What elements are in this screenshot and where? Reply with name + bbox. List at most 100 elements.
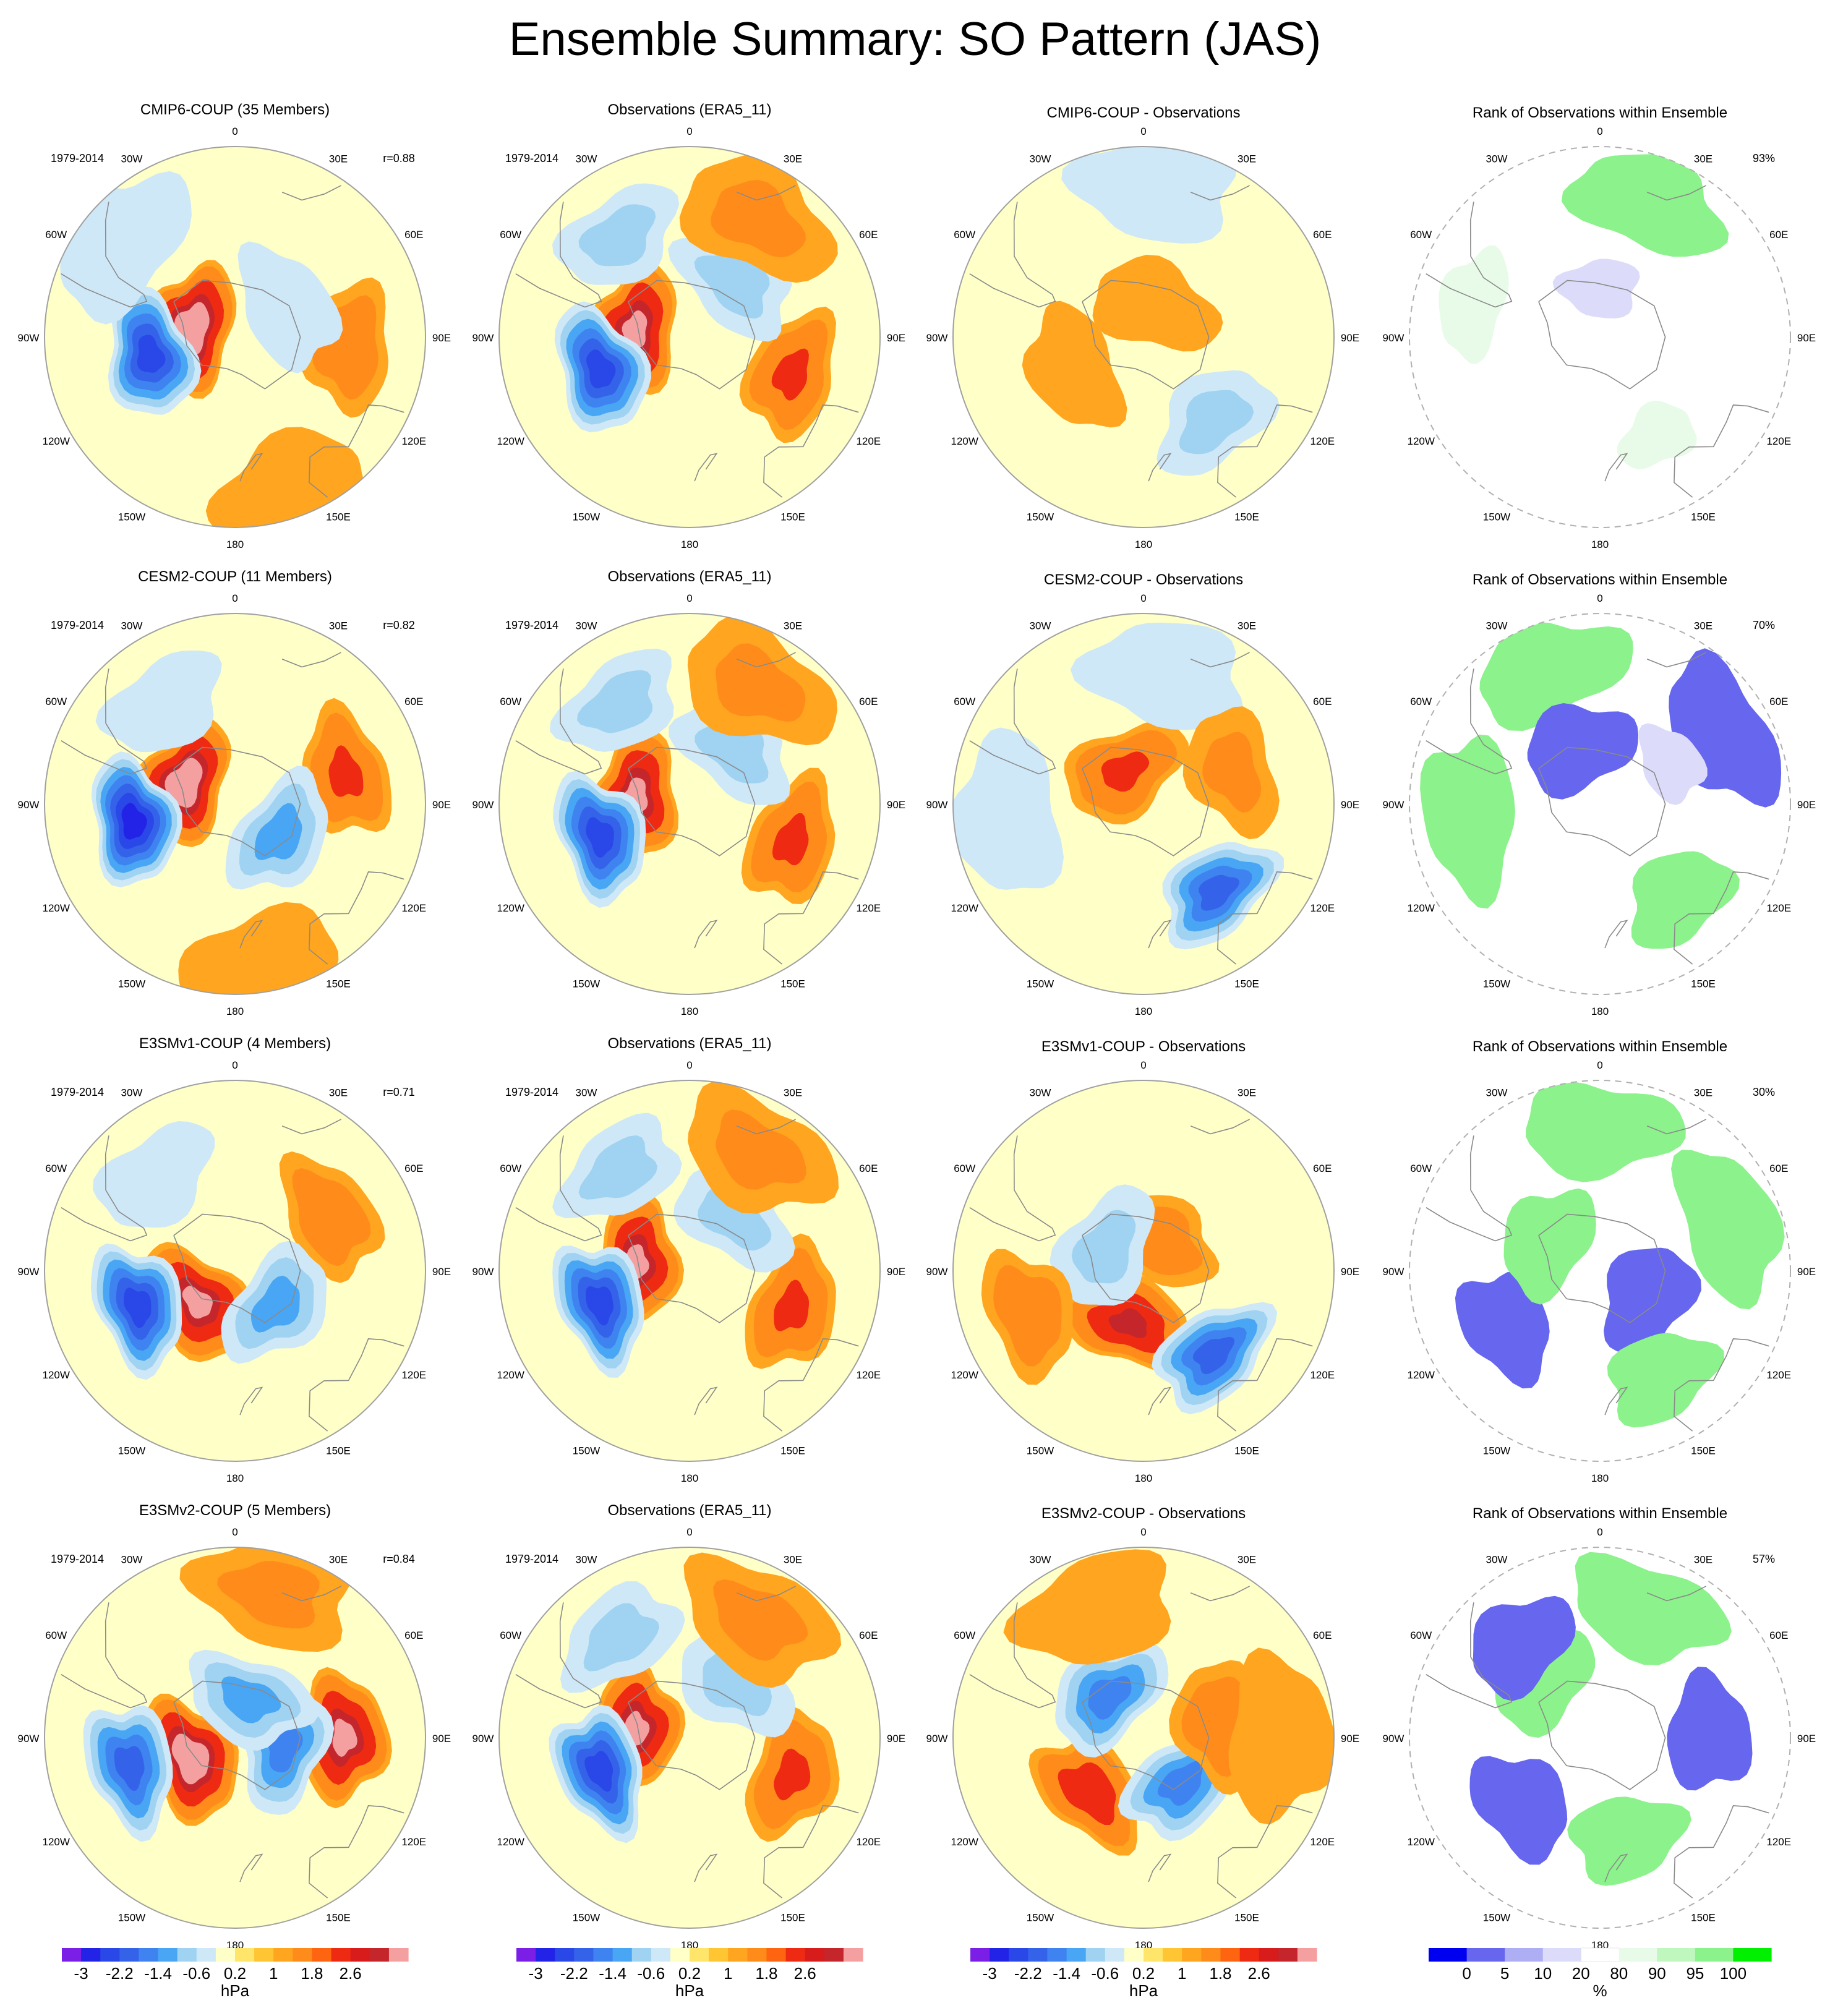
anomaly-contour-1-6 xyxy=(586,1286,614,1326)
colorbar-swatch xyxy=(593,1948,614,1962)
coastline-3 xyxy=(1190,1119,1250,1135)
panel-title: Rank of Observations within Ensemble xyxy=(1473,1505,1727,1522)
rank-region-3 xyxy=(1526,1081,1686,1182)
panel-title: E3SMv1-COUP - Observations xyxy=(1041,1038,1246,1055)
lon-label: 150W xyxy=(1027,511,1054,523)
colorbar-tick-label: 1.8 xyxy=(755,1964,777,1983)
anomaly-contour-1-6 xyxy=(586,349,616,388)
lon-label: 30E xyxy=(784,1554,802,1566)
coastline-3 xyxy=(1190,185,1250,201)
lon-label: 120E xyxy=(401,902,426,914)
coastline-2 xyxy=(1217,1805,1313,1899)
colorbar-swatch xyxy=(81,1948,101,1962)
lon-label: 120W xyxy=(42,1836,69,1848)
colorbar-swatch xyxy=(312,1948,332,1962)
lon-label: 60W xyxy=(500,696,521,707)
lon-label: 30W xyxy=(576,153,597,165)
lon-label: 150W xyxy=(1027,978,1054,989)
cmip6-difference-map: CMIP6-COUP - Observations 0 30E 60E 90E 120E 1… xyxy=(926,105,1360,550)
anomaly-contour-3-2 xyxy=(694,253,770,319)
coastline-2 xyxy=(309,404,404,498)
field-layer xyxy=(515,1552,859,1899)
lon-label: 180 xyxy=(1135,539,1152,550)
colorbar-tick-label: 20 xyxy=(1572,1964,1590,1983)
pattern-correlation: r=0.71 xyxy=(383,1086,415,1098)
coastline-4 xyxy=(1148,1386,1172,1416)
lon-label: 120W xyxy=(497,435,524,447)
coastline-3 xyxy=(1190,1586,1250,1602)
cmip6-observations-map: Observations (ERA5_11) 0 30E 60E 90E 120E 150E… xyxy=(472,101,906,550)
lon-label: 60W xyxy=(45,696,67,707)
colorbar-swatch xyxy=(369,1948,390,1962)
colorbar-tick-label: -0.6 xyxy=(1091,1964,1119,1983)
lon-label: 30W xyxy=(1486,620,1508,632)
lon-label: 120W xyxy=(497,1836,524,1848)
colorbar-tick-label: 95 xyxy=(1686,1964,1704,1983)
lon-label: 30E xyxy=(1238,1087,1256,1099)
lon-label: 0 xyxy=(1140,126,1146,137)
colorbar-swatch xyxy=(1695,1948,1734,1962)
coastline-2 xyxy=(1217,871,1313,965)
lon-label: 0 xyxy=(686,126,692,137)
coastline-0 xyxy=(1538,1213,1666,1323)
lon-label: 90E xyxy=(1797,1266,1816,1278)
rank-region-4 xyxy=(1667,1667,1753,1791)
coastline-1 xyxy=(969,202,1056,308)
panel-title: CMIP6-COUP - Observations xyxy=(1047,105,1241,121)
lon-label: 60W xyxy=(45,1163,67,1174)
lon-label: 60E xyxy=(404,229,423,241)
anomaly-contour-5-2 xyxy=(578,1135,657,1200)
rank-region-3 xyxy=(1469,1756,1568,1865)
colorbar-tick-label: 2.6 xyxy=(794,1964,816,1983)
colorbar-swatch xyxy=(1733,1948,1772,1962)
lon-label: 30W xyxy=(121,1554,143,1566)
lon-label: 90W xyxy=(926,799,948,811)
lon-label: 150E xyxy=(1691,1911,1716,1923)
lon-label: 0 xyxy=(1597,1059,1602,1071)
colorbar-swatch xyxy=(1220,1948,1241,1962)
lon-label: 150E xyxy=(780,1911,805,1923)
lon-label: 90W xyxy=(1383,332,1405,344)
map-rim xyxy=(44,146,426,528)
lon-label: 90W xyxy=(18,799,40,811)
coastline-2 xyxy=(309,1338,404,1432)
coastline-0 xyxy=(1082,1213,1210,1323)
coastline-4 xyxy=(1148,920,1172,949)
coastline-3 xyxy=(736,1586,796,1602)
lon-label: 180 xyxy=(1135,1472,1152,1484)
colorbar-swatch xyxy=(631,1948,652,1962)
colorbar-swatch xyxy=(1105,1948,1125,1962)
e3smv2-difference-map: E3SMv2-COUP - Observations 0 30E 60E 90E 120E… xyxy=(926,1505,1360,1951)
lon-label: 90W xyxy=(472,799,494,811)
lon-label: 180 xyxy=(1591,1472,1609,1484)
coastline-0 xyxy=(628,280,756,390)
lon-label: 150W xyxy=(1483,1911,1510,1923)
anomaly-contour-1-5 xyxy=(114,1746,145,1792)
lon-label: 30W xyxy=(1030,620,1051,632)
rank-region-3 xyxy=(1439,245,1509,364)
lon-label: 60W xyxy=(45,229,67,241)
anomaly-contour-4-2 xyxy=(716,643,806,722)
lon-label: 60W xyxy=(954,1163,975,1174)
colorbar-rank: 0 5 10 20 80 90 95 100% xyxy=(1429,1947,1772,2000)
lon-label: 60E xyxy=(859,1629,878,1641)
coastline-2 xyxy=(1217,1338,1313,1432)
anomaly-contour-2-4 xyxy=(1088,1676,1132,1720)
anomaly-contour-2-4 xyxy=(771,348,809,401)
colorbar-swatch xyxy=(235,1948,255,1962)
field-layer xyxy=(515,615,859,965)
coastline-1 xyxy=(515,668,602,775)
lon-label: 30E xyxy=(329,620,348,632)
lon-label: 90E xyxy=(1797,1733,1816,1745)
anomaly-contour-3-2 xyxy=(1071,1210,1136,1284)
lon-label: 150E xyxy=(780,978,805,989)
lon-label: 150W xyxy=(118,511,145,523)
colorbar-tick-label: 0.2 xyxy=(678,1964,701,1983)
panel-title: CMIP6-COUP (35 Members) xyxy=(140,101,330,118)
anomaly-contour-5-2 xyxy=(217,1561,320,1629)
lon-label: 60W xyxy=(954,696,975,707)
lon-label: 120E xyxy=(1310,1836,1335,1848)
lon-label: 30E xyxy=(1694,153,1712,165)
rank-percentage: 30% xyxy=(1753,1086,1775,1098)
lon-label: 120E xyxy=(401,435,426,447)
